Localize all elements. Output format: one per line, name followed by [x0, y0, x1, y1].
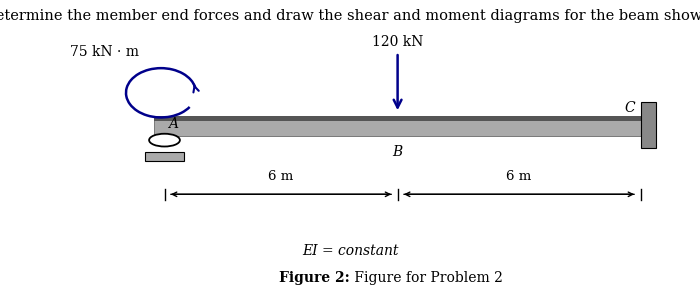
- Circle shape: [149, 134, 180, 146]
- Text: 6 m: 6 m: [268, 170, 294, 183]
- Text: A: A: [168, 117, 178, 131]
- Text: 6 m: 6 m: [506, 170, 532, 183]
- Text: Determine the member end forces and draw the shear and moment diagrams for the b: Determine the member end forces and draw…: [0, 9, 700, 23]
- Text: 75 kN · m: 75 kN · m: [71, 45, 139, 59]
- Bar: [146, 152, 183, 161]
- Text: 120 kN: 120 kN: [372, 35, 424, 49]
- Text: Figure 2:: Figure 2:: [279, 271, 350, 285]
- Text: EI = constant: EI = constant: [302, 244, 398, 258]
- Bar: [640, 102, 656, 148]
- Bar: [154, 116, 640, 136]
- Text: C: C: [624, 101, 635, 115]
- Bar: [154, 116, 640, 121]
- Text: Figure for Problem 2: Figure for Problem 2: [350, 271, 503, 285]
- Text: B: B: [393, 145, 402, 159]
